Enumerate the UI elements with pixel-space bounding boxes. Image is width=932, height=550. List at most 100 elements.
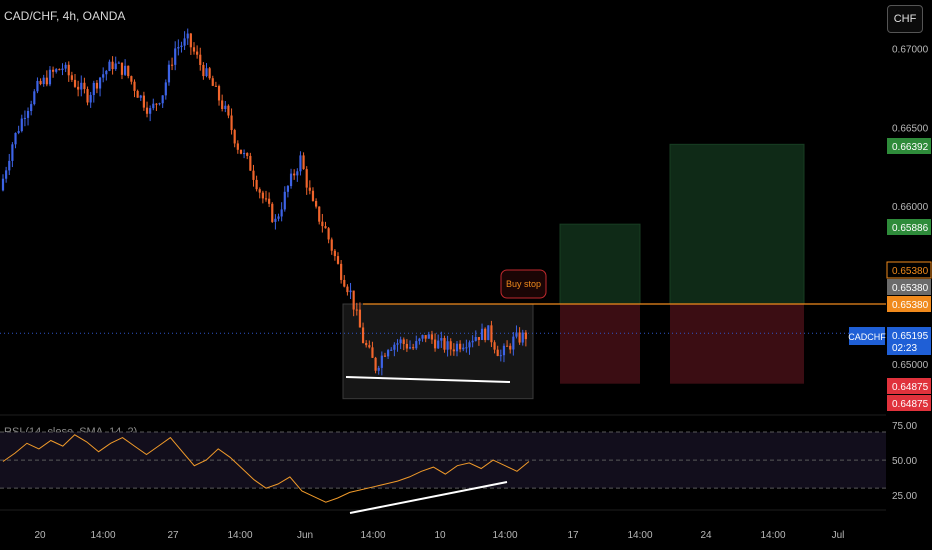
candle-body (380, 355, 383, 368)
candle-body (233, 130, 236, 144)
buy-stop-label: Buy stop (506, 279, 541, 289)
time-axis-tick: 24 (700, 530, 712, 541)
price-badge (887, 219, 931, 235)
candle-body (167, 64, 171, 83)
candle-body (264, 198, 268, 200)
candle-body (208, 68, 211, 79)
candle-body (61, 68, 64, 71)
candle-body (487, 325, 490, 341)
candle-body (133, 81, 136, 91)
candle-body (183, 38, 186, 46)
candle-body (48, 69, 52, 85)
candle-body (499, 355, 502, 357)
candle-body (421, 335, 424, 339)
time-axis-tick: 17 (567, 530, 579, 541)
candle-body (333, 250, 336, 257)
candle-body (402, 339, 405, 344)
candle-body (512, 336, 515, 350)
candle-body (252, 170, 255, 180)
candle-body (440, 338, 443, 341)
candle-body (296, 171, 299, 176)
candle-body (149, 108, 152, 114)
candle-body (30, 104, 33, 111)
candle-body (377, 367, 380, 371)
candle-body (349, 290, 352, 293)
candle-body (58, 69, 61, 71)
last-price-badge (887, 327, 931, 355)
candle-body (462, 347, 465, 350)
candle-body (437, 340, 440, 349)
candle-body (117, 62, 120, 64)
candle-body (180, 45, 183, 48)
candle-body (424, 335, 427, 339)
candle-body (274, 218, 277, 222)
candle-body (474, 337, 477, 341)
candle-body (217, 86, 221, 101)
candle-body (136, 90, 139, 98)
candle-body (305, 169, 308, 188)
candle-body (258, 189, 261, 193)
rsi-line (2, 434, 530, 503)
candle-body (340, 263, 343, 280)
candle-body (459, 343, 462, 350)
currency-button[interactable]: CHF (887, 5, 923, 33)
candle-body (396, 343, 399, 345)
candle-body (484, 328, 487, 341)
candle-body (196, 51, 199, 55)
candle-body (311, 190, 315, 202)
candle-body (493, 342, 496, 350)
candle-body (20, 118, 23, 132)
candle-body (92, 82, 95, 96)
candle-body (324, 226, 327, 229)
candle-body (277, 216, 280, 219)
candle-body (11, 144, 14, 161)
candle-body (346, 286, 349, 293)
candle-body (496, 349, 499, 356)
price-badge-value: 0.65886 (892, 223, 929, 234)
candle-body (242, 153, 246, 155)
candle-body (509, 345, 512, 350)
candle-body (449, 341, 452, 350)
candle-body (64, 64, 67, 69)
candle-body (452, 349, 455, 352)
candle-body (186, 33, 189, 39)
price-badge (887, 395, 931, 411)
candle-body (230, 115, 233, 131)
time-axis-tick: Jun (297, 530, 313, 541)
candle-body (239, 149, 243, 154)
candle-body (89, 95, 92, 103)
candle-body (5, 170, 8, 179)
candle-body (211, 78, 214, 86)
candle-body (120, 62, 124, 75)
symbol-badge-label: CADCHF (848, 332, 886, 342)
last-price-value: 0.65195 (892, 331, 929, 342)
candle-body (365, 343, 368, 346)
price-badge (886, 261, 932, 279)
candle-body (518, 332, 521, 343)
time-axis-tick: 14:00 (90, 530, 115, 541)
candle-body (80, 82, 83, 90)
price-axis-tick: 0.66500 (892, 123, 929, 134)
candle-body (368, 345, 371, 348)
candle-body (393, 344, 396, 350)
candle-body (505, 345, 509, 347)
candle-body (446, 341, 449, 350)
candle-body (289, 173, 293, 187)
candle-body (161, 95, 164, 104)
candle-body (361, 327, 365, 344)
time-axis-tick: 14:00 (360, 530, 385, 541)
candle-body (98, 77, 102, 89)
candle-body (227, 105, 230, 116)
candle-body (430, 334, 434, 340)
candle-body (443, 338, 446, 350)
candle-body (142, 95, 145, 108)
candle-body (355, 309, 358, 311)
candle-body (358, 309, 362, 328)
candle-body (249, 155, 252, 171)
candle-body (314, 201, 318, 207)
price-badge (887, 378, 931, 394)
candle-body (67, 64, 70, 76)
candle-body (286, 186, 290, 192)
price-trendline (345, 376, 511, 383)
